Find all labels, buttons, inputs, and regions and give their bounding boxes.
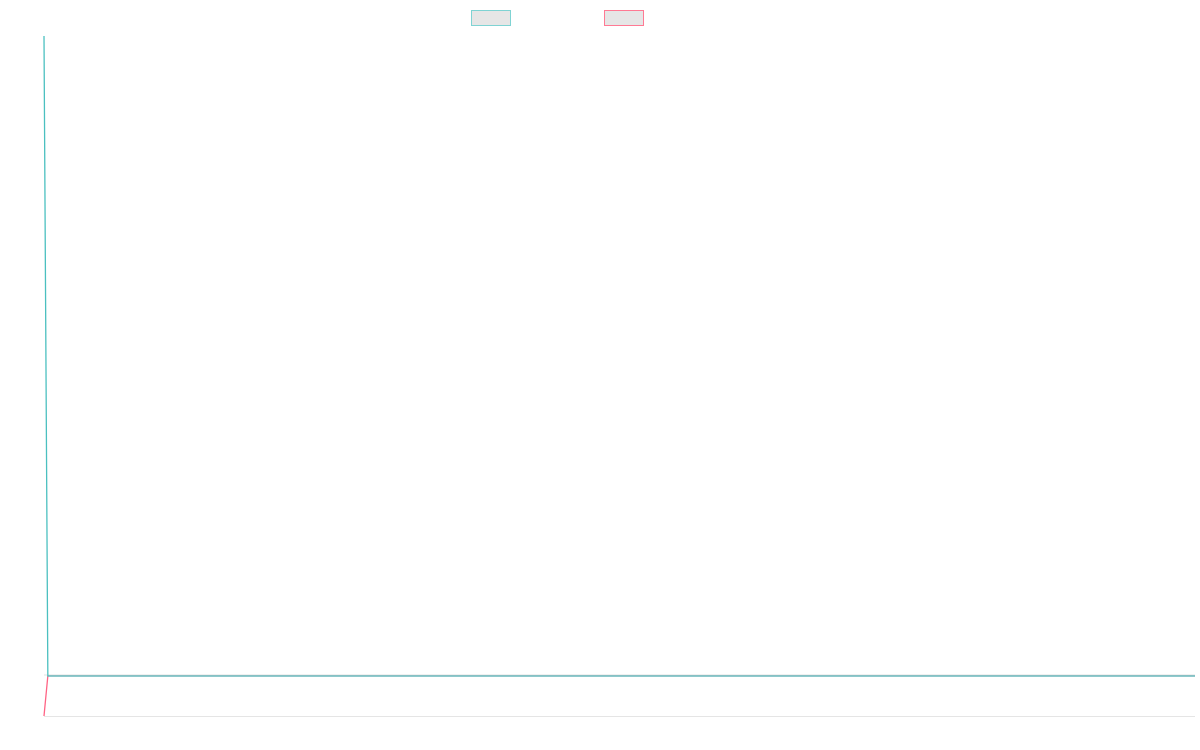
legend-swatch-series-2[interactable] xyxy=(604,10,644,26)
series-1-line xyxy=(43,35,1195,677)
series-2-line xyxy=(43,675,1195,717)
legend-swatch-series-1[interactable] xyxy=(471,10,511,26)
